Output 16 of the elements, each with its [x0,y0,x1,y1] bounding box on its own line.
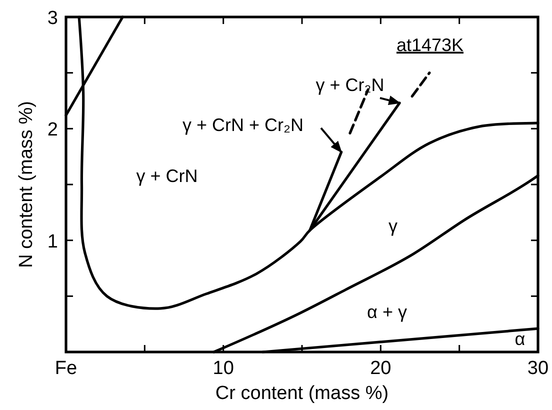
y-tick-label: 3 [47,8,58,29]
annotation: γ + Cr₂N [316,74,384,95]
y-tick-label: 2 [47,120,58,141]
annotation: α [514,328,526,349]
y-axis-title: N content (mass %) [16,101,37,268]
y-tick-label: 1 [47,231,58,252]
x-tick-label: Fe [54,358,78,379]
x-tick-label: 30 [527,358,549,379]
annotation: at1473K [396,34,464,55]
annotation: γ + CrN [136,166,198,186]
annotation: γ [388,216,398,236]
x-tick-label: 20 [370,358,392,379]
annotation: γ + CrN + Cr₂N [182,114,304,135]
x-tick-label: 10 [212,358,234,379]
x-axis-title: Cr content (mass %) [215,383,389,404]
annotation: α + γ [367,302,407,322]
